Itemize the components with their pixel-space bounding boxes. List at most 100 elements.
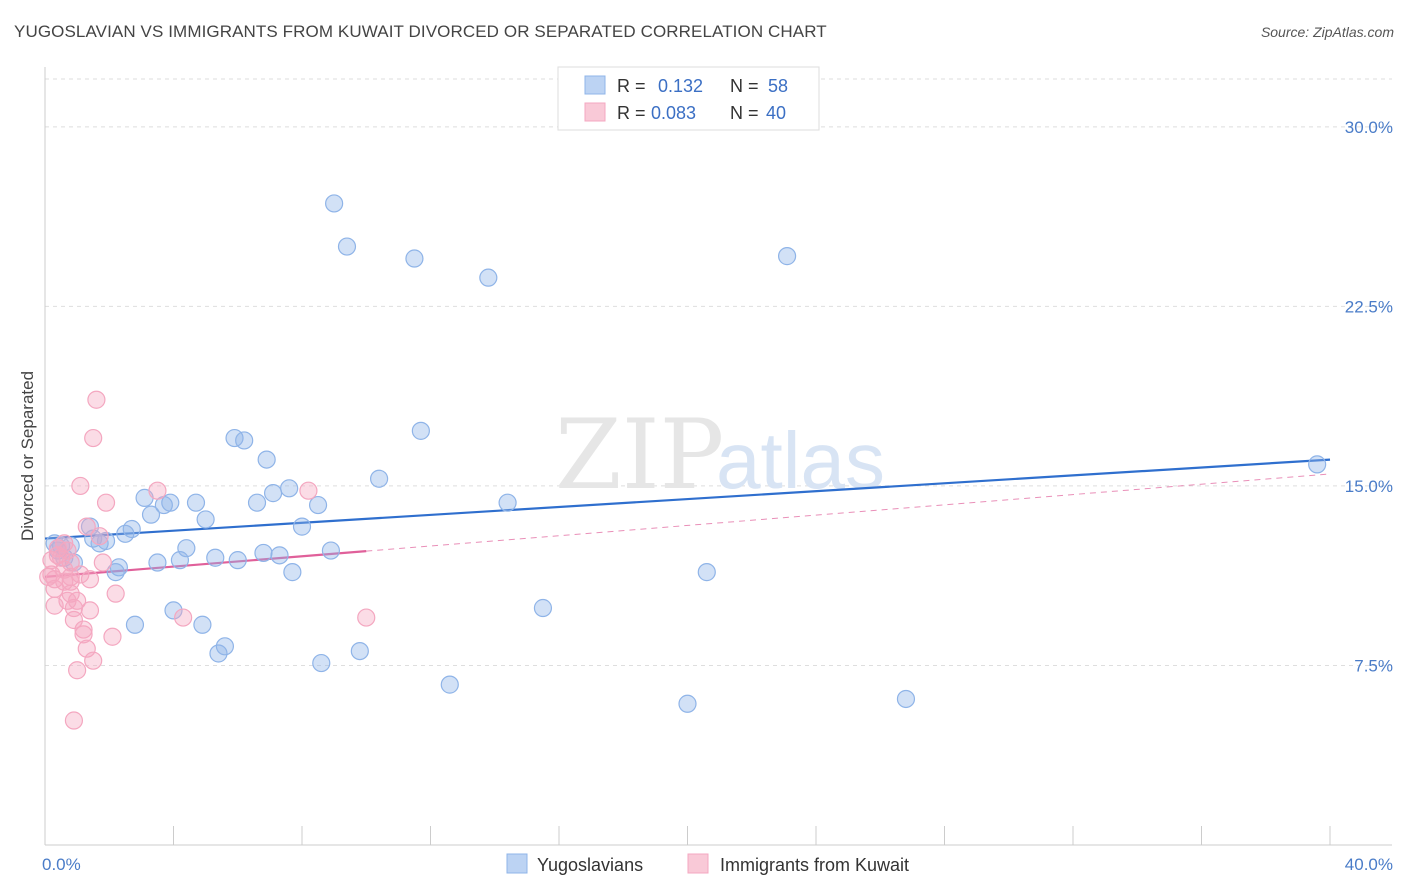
point-yugoslavians-26: [206, 548, 225, 567]
point-kuwait-31: [84, 651, 103, 670]
watermark-zip: ZIP: [555, 399, 724, 511]
legend-label-yugoslavians: Yugoslavians: [537, 855, 643, 875]
point-yugoslavians-13: [122, 519, 141, 539]
stats-n-label-1: N =: [730, 103, 759, 123]
point-yugoslavians-51: [498, 493, 517, 512]
point-kuwait-39: [148, 481, 167, 500]
series-legend: Yugoslavians Immigrants from Kuwait: [506, 853, 909, 875]
point-kuwait-40: [174, 608, 193, 627]
y-tick-label-2: 22.5%: [1345, 297, 1393, 316]
stats-swatch-kuwait: [584, 102, 606, 122]
chart-source: Source: ZipAtlas.com: [1260, 24, 1394, 40]
legend-swatch-yugoslavians: [506, 853, 528, 874]
point-yugoslavians-56: [896, 689, 916, 709]
point-yugoslavians-11: [109, 558, 128, 577]
stats-n-label-0: N =: [730, 76, 759, 96]
point-kuwait-21: [68, 591, 87, 610]
point-yugoslavians-44: [337, 237, 357, 256]
point-yugoslavians-20: [164, 601, 183, 620]
trend-line-dashed-kuwait: [366, 473, 1331, 552]
point-yugoslavians-50: [479, 268, 498, 287]
point-yugoslavians-47: [405, 249, 424, 268]
legend-label-kuwait: Immigrants from Kuwait: [720, 855, 909, 875]
point-yugoslavians-34: [257, 450, 276, 469]
point-yugoslavians-38: [283, 563, 302, 582]
stats-r-label-0: R =: [617, 76, 646, 96]
point-yugoslavians-57: [1308, 455, 1327, 474]
point-kuwait-23: [71, 476, 90, 496]
x-tick-label-1: 40.0%: [1345, 855, 1393, 874]
point-kuwait-42: [357, 608, 376, 627]
stats-r-value-1: 0.083: [651, 103, 696, 123]
point-kuwait-38: [106, 584, 125, 603]
point-yugoslavians-37: [280, 479, 299, 498]
point-kuwait-36: [96, 493, 116, 512]
point-yugoslavians-55: [777, 247, 797, 266]
watermark-atlas: atlas: [716, 416, 885, 505]
point-yugoslavians-53: [678, 694, 697, 713]
point-yugoslavians-23: [186, 493, 206, 512]
point-kuwait-24: [71, 565, 90, 584]
stats-r-value-0: 0.132: [658, 76, 703, 96]
point-yugoslavians-36: [270, 546, 289, 565]
stats-legend: R = 0.132 N = 58 R = 0.083 N = 40: [557, 66, 820, 131]
point-kuwait-14: [61, 553, 80, 572]
point-yugoslavians-41: [312, 653, 331, 673]
point-yugoslavians-30: [228, 551, 247, 570]
x-tick-label-0: 0.0%: [42, 855, 81, 874]
stats-n-value-1: 40: [766, 103, 786, 123]
point-kuwait-30: [80, 601, 100, 620]
stats-r-label-1: R =: [617, 103, 646, 123]
point-kuwait-8: [51, 548, 71, 567]
point-kuwait-26: [74, 625, 93, 644]
point-yugoslavians-48: [411, 421, 430, 440]
point-yugoslavians-39: [292, 517, 312, 536]
point-yugoslavians-54: [697, 563, 716, 582]
point-yugoslavians-27: [209, 644, 228, 663]
point-yugoslavians-17: [148, 553, 167, 572]
point-kuwait-33: [87, 390, 106, 409]
y-tick-label-3: 30.0%: [1345, 118, 1393, 137]
point-kuwait-25: [74, 620, 93, 639]
point-yugoslavians-42: [321, 541, 341, 560]
point-yugoslavians-28: [215, 637, 234, 656]
point-kuwait-20: [64, 711, 84, 730]
point-kuwait-12: [58, 541, 77, 560]
axes: 7.5% 15.0% 22.5% 30.0% 0.0% 40.0%: [42, 67, 1393, 874]
point-yugoslavians-35: [263, 484, 283, 503]
y-tick-label-1: 15.0%: [1345, 477, 1393, 496]
point-yugoslavians-32: [247, 493, 267, 512]
point-yugoslavians-19: [161, 493, 180, 512]
gridlines: [45, 78, 1392, 666]
point-yugoslavians-49: [440, 675, 459, 694]
legend-swatch-kuwait: [687, 853, 709, 874]
point-yugoslavians-16: [141, 505, 161, 524]
stats-swatch-yugoslavians: [584, 75, 606, 95]
stats-n-value-0: 58: [768, 76, 788, 96]
y-axis-title: Divorced or Separated: [18, 371, 37, 541]
point-kuwait-35: [93, 553, 112, 572]
trend-line-kuwait: [44, 550, 367, 578]
y-tick-label-0: 7.5%: [1354, 656, 1393, 675]
point-kuwait-19: [64, 610, 84, 630]
chart-title: YUGOSLAVIAN VS IMMIGRANTS FROM KUWAIT DI…: [14, 22, 827, 41]
point-yugoslavians-45: [350, 641, 369, 661]
trend-lines: [44, 458, 1331, 578]
trend-line-yugoslavians: [44, 458, 1331, 540]
point-kuwait-17: [61, 584, 80, 603]
data-points: [39, 194, 1327, 730]
point-kuwait-37: [103, 627, 122, 646]
point-kuwait-29: [80, 570, 100, 589]
point-yugoslavians-14: [125, 615, 145, 634]
point-kuwait-22: [68, 661, 87, 680]
point-yugoslavians-33: [254, 543, 273, 563]
point-yugoslavians-22: [177, 539, 196, 558]
point-yugoslavians-31: [235, 431, 254, 450]
point-yugoslavians-52: [533, 598, 553, 618]
point-yugoslavians-25: [196, 510, 215, 529]
point-kuwait-32: [84, 428, 103, 448]
point-yugoslavians-46: [370, 469, 389, 488]
point-yugoslavians-24: [193, 615, 212, 634]
point-yugoslavians-43: [325, 194, 344, 213]
